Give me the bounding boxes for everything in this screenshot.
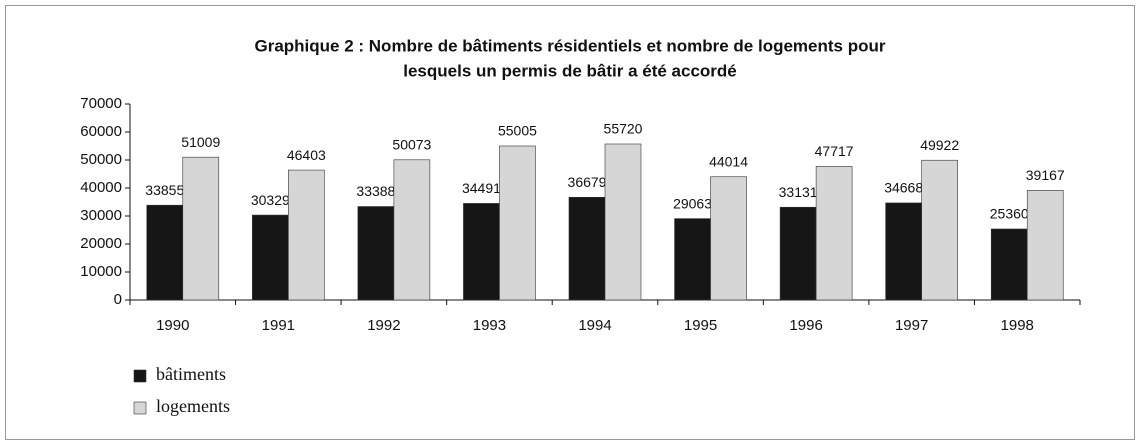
bar — [815, 166, 853, 301]
bar — [357, 206, 395, 301]
bar — [499, 145, 536, 301]
value-label: 36679 — [568, 174, 607, 190]
x-tick-label: 1993 — [473, 317, 506, 334]
bar — [1026, 190, 1064, 301]
bar — [990, 228, 1028, 301]
legend-label: logements — [156, 396, 230, 416]
x-tick-label: 1998 — [1001, 317, 1034, 334]
value-label: 34668 — [884, 180, 923, 196]
value-label: 51009 — [181, 134, 220, 150]
legend-swatch — [133, 401, 147, 415]
value-label: 34491 — [462, 180, 501, 196]
value-label: 33855 — [145, 182, 184, 198]
value-label: 44014 — [709, 153, 748, 169]
legend-swatch — [133, 369, 147, 383]
value-label: 33131 — [779, 184, 818, 200]
bar — [604, 143, 642, 301]
bar — [182, 156, 220, 301]
bar — [885, 202, 922, 301]
bar — [288, 169, 325, 301]
value-label: 25360 — [990, 206, 1029, 222]
value-label: 55005 — [498, 123, 537, 139]
legend-label: bâtiments — [156, 364, 226, 384]
y-tick-label: 20000 — [80, 235, 122, 252]
value-label: 55720 — [604, 121, 643, 137]
x-tick-label: 1992 — [367, 317, 400, 334]
bar — [252, 214, 289, 301]
chart-title: lesquels un permis de bâtir a été accord… — [403, 61, 737, 80]
x-tick-label: 1995 — [684, 317, 717, 334]
bar — [568, 196, 606, 301]
value-label: 46403 — [287, 147, 326, 163]
value-label: 39167 — [1026, 167, 1065, 183]
y-tick-label: 60000 — [80, 123, 122, 140]
x-tick-label: 1994 — [578, 317, 611, 334]
value-label: 49922 — [920, 137, 959, 153]
bar — [146, 204, 184, 301]
x-tick-label: 1997 — [895, 317, 928, 334]
y-tick-label: 30000 — [80, 207, 122, 224]
y-tick-label: 40000 — [80, 179, 122, 196]
bar — [463, 203, 500, 301]
value-label: 29063 — [673, 195, 712, 211]
bar — [393, 159, 431, 301]
y-tick-label: 10000 — [80, 263, 122, 280]
value-label: 50073 — [392, 136, 431, 152]
chart-title: Graphique 2 : Nombre de bâtiments réside… — [254, 36, 885, 55]
bar — [779, 206, 817, 301]
x-tick-label: 1996 — [789, 317, 822, 334]
bar — [710, 176, 747, 301]
value-label: 33388 — [356, 183, 395, 199]
bar — [674, 218, 711, 301]
bar — [921, 159, 958, 301]
value-label: 30329 — [251, 192, 290, 208]
y-tick-label: 50000 — [80, 151, 122, 168]
x-tick-label: 1991 — [262, 317, 295, 334]
x-tick-label: 1990 — [156, 317, 189, 334]
value-label: 47717 — [815, 143, 854, 159]
y-tick-label: 70000 — [80, 95, 122, 112]
y-tick-label: 0 — [114, 291, 122, 308]
